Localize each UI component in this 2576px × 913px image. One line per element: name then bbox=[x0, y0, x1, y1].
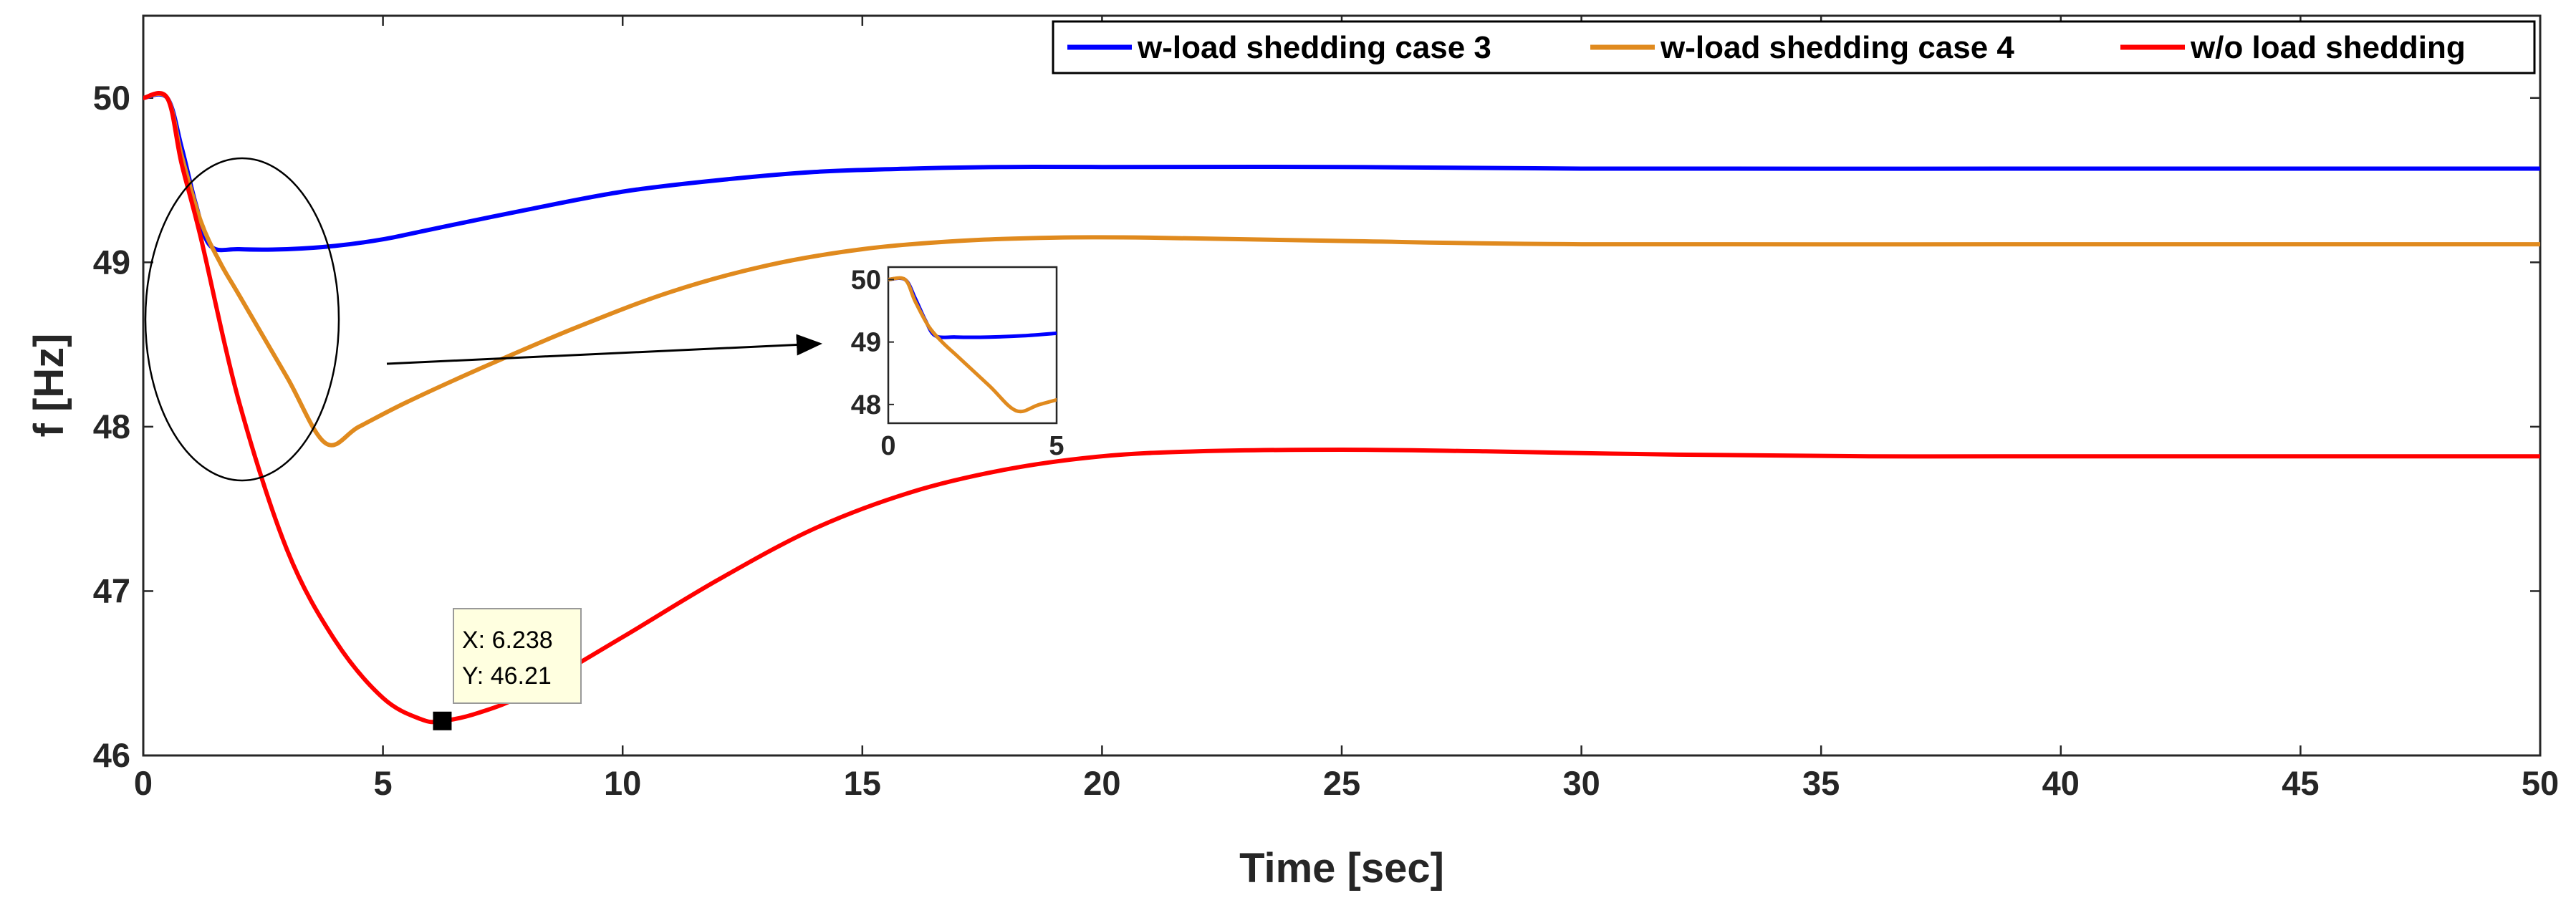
x-tick-label: 35 bbox=[1802, 764, 1840, 802]
zoom-arrow bbox=[386, 334, 822, 365]
inset-x-tick-label: 0 bbox=[880, 431, 895, 461]
series-line-no-shedding bbox=[143, 91, 2540, 725]
series-layer bbox=[143, 91, 2540, 725]
x-axis-label: Time [sec] bbox=[1239, 845, 1444, 892]
inset-ticks: 0 5 48 49 50 bbox=[851, 265, 1064, 461]
datatip[interactable]: X: 6.238 Y: 46.21 bbox=[433, 608, 582, 730]
inset-x-tick-label: 5 bbox=[1049, 431, 1064, 461]
legend-label-case4: w-load shedding case 4 bbox=[1660, 30, 2014, 65]
inset-line-case4 bbox=[888, 276, 1057, 414]
x-tick-label: 45 bbox=[2282, 764, 2319, 802]
series-line-case4 bbox=[143, 91, 2540, 448]
datatip-x-text: X: 6.238 bbox=[462, 627, 553, 654]
y-tick-label: 46 bbox=[93, 736, 130, 774]
datatip-marker bbox=[433, 711, 452, 730]
x-tick-label: 40 bbox=[2042, 764, 2080, 802]
zoom-ellipse bbox=[144, 157, 340, 482]
inset-y-tick-label: 50 bbox=[851, 265, 881, 295]
datatip-y-text: Y: 46.21 bbox=[462, 662, 552, 690]
inset-y-tick-label: 48 bbox=[851, 390, 881, 420]
x-tick-label: 50 bbox=[2522, 764, 2559, 802]
x-tick-label: 25 bbox=[1323, 764, 1360, 802]
legend: w-load shedding case 3 w-load shedding c… bbox=[1052, 20, 2536, 74]
legend-box bbox=[1052, 20, 2536, 74]
inset-plot-area bbox=[887, 266, 1058, 425]
y-tick-label: 50 bbox=[93, 79, 130, 117]
x-tick-label: 15 bbox=[844, 764, 881, 802]
x-tick-label: 30 bbox=[1562, 764, 1600, 802]
y-tick-label: 48 bbox=[93, 407, 130, 445]
datatip-box bbox=[453, 608, 582, 704]
x-ticks: 0 5 10 15 20 25 30 35 40 45 50 bbox=[134, 16, 2559, 802]
x-tick-label: 20 bbox=[1083, 764, 1120, 802]
y-tick-label: 49 bbox=[93, 243, 130, 281]
x-tick-label: 10 bbox=[604, 764, 641, 802]
series-line-case3 bbox=[143, 92, 2540, 253]
y-axis-label: f [Hz] bbox=[26, 334, 72, 438]
inset-series-layer bbox=[888, 276, 1057, 414]
x-tick-label: 5 bbox=[374, 764, 393, 802]
y-tick-label: 47 bbox=[93, 571, 130, 609]
legend-label-no-shedding: w/o load shedding bbox=[2190, 30, 2466, 65]
legend-label-case3: w-load shedding case 3 bbox=[1137, 30, 1491, 65]
inset-y-tick-label: 49 bbox=[851, 328, 881, 358]
x-tick-label: 0 bbox=[134, 764, 153, 802]
